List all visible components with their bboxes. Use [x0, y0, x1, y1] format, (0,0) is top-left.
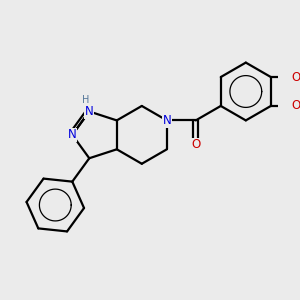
- Text: N: N: [85, 105, 94, 118]
- Text: O: O: [292, 70, 300, 83]
- Text: O: O: [292, 100, 300, 112]
- Text: N: N: [68, 128, 77, 141]
- Text: O: O: [191, 139, 200, 152]
- Text: H: H: [82, 95, 89, 106]
- Text: N: N: [163, 114, 171, 127]
